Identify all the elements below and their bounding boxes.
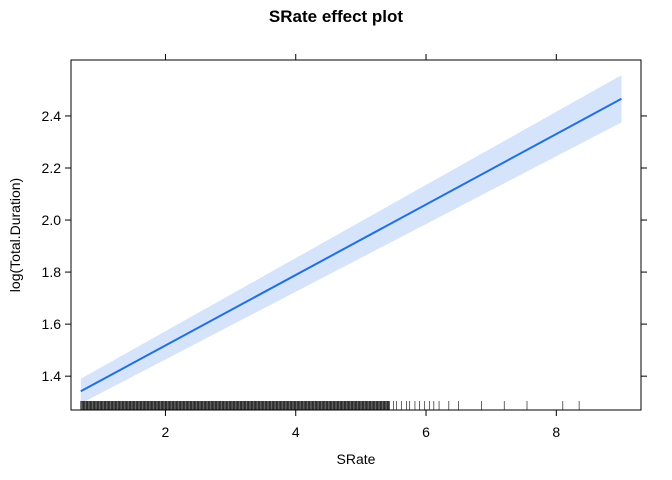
y-axis-label: log(Total.Duration) (7, 178, 23, 292)
x-tick-label: 2 (162, 424, 170, 440)
y-tick-label: 1.6 (42, 316, 62, 332)
confidence-band-layer (80, 75, 622, 404)
y-tick-label: 1.8 (42, 264, 62, 280)
effect-line-layer (80, 97, 622, 393)
chart-title: SRate effect plot (269, 7, 403, 26)
x-axis-ticks: 2 4 6 8 (162, 54, 560, 440)
y-axis-ticks: 1.4 1.6 1.8 2.0 2.2 2.4 (42, 108, 647, 384)
y-tick-label: 2.2 (42, 160, 62, 176)
y-tick-label: 1.4 (42, 368, 62, 384)
x-tick-label: 4 (292, 424, 300, 440)
effect-line (80, 97, 622, 393)
y-tick-label: 2.4 (42, 108, 62, 124)
x-tick-label: 8 (552, 424, 560, 440)
x-tick-label: 6 (422, 424, 430, 440)
x-axis-label: SRate (337, 451, 376, 467)
plot-frame (70, 59, 642, 411)
rug-layer (80, 401, 580, 410)
confidence-band (80, 75, 622, 404)
y-tick-label: 2.0 (42, 212, 62, 228)
